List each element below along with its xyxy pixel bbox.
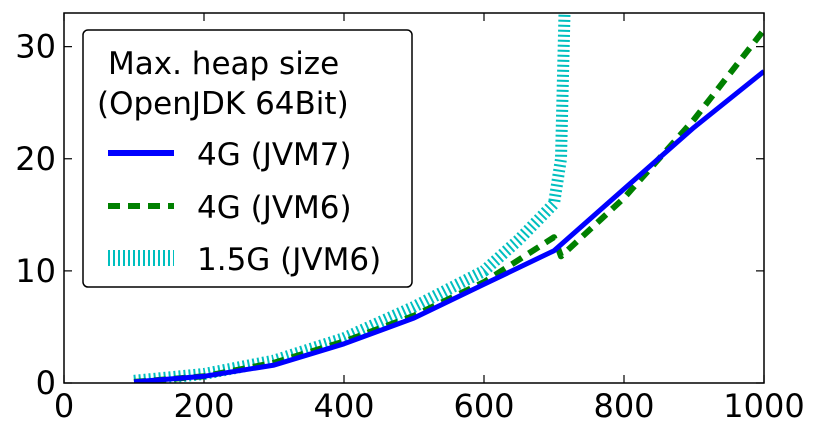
plot-frame bbox=[63, 12, 765, 384]
x-tick-label: 200 bbox=[173, 387, 234, 425]
series-lines bbox=[133, 13, 764, 383]
x-tick-label: 600 bbox=[453, 387, 514, 425]
y-tick-label: 30 bbox=[15, 28, 56, 66]
legend-label-jvm7: 4G (JVM7) bbox=[197, 137, 352, 173]
legend-title-line-1: Max. heap size bbox=[108, 46, 339, 82]
y-tick-label: 20 bbox=[15, 140, 56, 178]
legend-title-line-2: (OpenJDK 64Bit) bbox=[97, 86, 349, 122]
series-line-4g-jvm7 bbox=[133, 69, 764, 383]
x-tick-label: 1000 bbox=[723, 387, 804, 425]
legend: Max. heap size (OpenJDK 64Bit) 4G (JVM7)… bbox=[82, 29, 413, 288]
y-tick-label: 10 bbox=[15, 252, 56, 290]
legend-label-jvm6-1-5g: 1.5G (JVM6) bbox=[197, 242, 381, 278]
legend-label-jvm6-4g: 4G (JVM6) bbox=[197, 190, 352, 226]
x-tick-label: 800 bbox=[593, 387, 654, 425]
y-tick-label: 0 bbox=[36, 364, 56, 402]
x-tick-label: 0 bbox=[54, 387, 74, 425]
tick-labels: 0 200 400 600 800 1000 0 10 20 30 bbox=[15, 28, 804, 425]
x-tick-label: 400 bbox=[313, 387, 374, 425]
legend-box bbox=[82, 29, 413, 288]
